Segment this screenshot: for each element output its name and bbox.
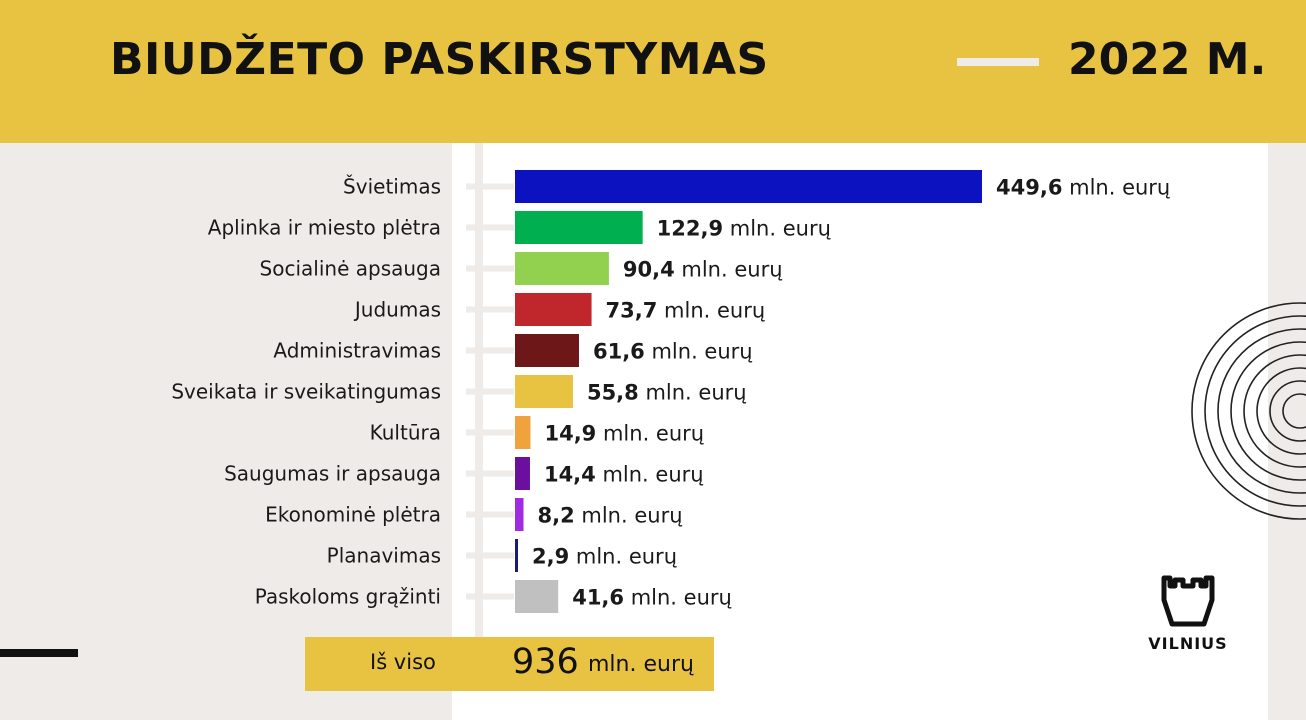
category-label: Administravimas (273, 339, 441, 363)
concentric-circles-decoration (1191, 302, 1306, 520)
bar-4 (515, 334, 579, 367)
value-label: 61,6 mln. eurų (593, 340, 753, 364)
total-label: Iš viso (370, 650, 436, 674)
value-label: 14,4 mln. eurų (544, 463, 704, 487)
bar-6 (515, 416, 531, 449)
bar-1 (515, 211, 643, 244)
value-label: 41,6 mln. eurų (572, 586, 732, 610)
bar-10 (515, 580, 559, 613)
total-value: 936 (512, 642, 579, 682)
year-label: 2022 M. (1068, 34, 1267, 85)
axis-tick (466, 224, 514, 231)
bar-2 (515, 252, 609, 285)
axis-tick (466, 552, 514, 559)
vilnius-logo: VILNIUS (1138, 572, 1238, 656)
axis-tick (466, 470, 514, 477)
bar-8 (515, 498, 524, 531)
value-label: 8,2 mln. eurų (538, 504, 683, 528)
bar-0 (515, 170, 982, 203)
category-label: Ekonominė plėtra (265, 503, 441, 527)
bar-3 (515, 293, 592, 326)
value-label: 2,9 mln. eurų (532, 545, 677, 569)
bar-9 (515, 539, 519, 572)
bar-5 (515, 375, 573, 408)
category-label: Švietimas (343, 175, 441, 199)
category-label: Socialinė apsauga (260, 257, 441, 281)
axis-tick (466, 511, 514, 518)
value-label: 90,4 mln. eurų (623, 258, 783, 282)
category-label: Paskoloms grąžinti (255, 585, 441, 609)
bar-7 (515, 457, 530, 490)
value-label: 122,9 mln. eurų (657, 217, 831, 241)
category-label: Sveikata ir sveikatingumas (171, 380, 441, 404)
axis-tick (466, 183, 514, 190)
value-label: 55,8 mln. eurų (587, 381, 747, 405)
category-label: Kultūra (370, 421, 441, 445)
axis-tick (466, 265, 514, 272)
value-label: 449,6 mln. eurų (996, 176, 1170, 200)
axis-tick (466, 388, 514, 395)
category-label: Saugumas ir apsauga (224, 462, 441, 486)
logo-text: VILNIUS (1148, 634, 1228, 653)
value-label: 73,7 mln. eurų (606, 299, 766, 323)
decorative-line (0, 649, 78, 657)
total-unit: mln. eurų (588, 652, 694, 677)
category-label: Aplinka ir miesto plėtra (208, 216, 441, 240)
total-box: Iš viso 936 mln. eurų (305, 637, 714, 691)
axis-tick (466, 593, 514, 600)
header-dash (957, 58, 1039, 66)
category-label: Judumas (353, 298, 441, 322)
castle-tower-icon (1161, 575, 1215, 627)
category-label: Planavimas (327, 544, 441, 568)
axis-tick (466, 347, 514, 354)
axis-tick (466, 306, 514, 313)
axis-tick (466, 429, 514, 436)
page-title: BIUDŽETO PASKIRSTYMAS (110, 34, 769, 85)
value-label: 14,9 mln. eurų (544, 422, 704, 446)
header-band: BIUDŽETO PASKIRSTYMAS 2022 M. (0, 0, 1306, 143)
